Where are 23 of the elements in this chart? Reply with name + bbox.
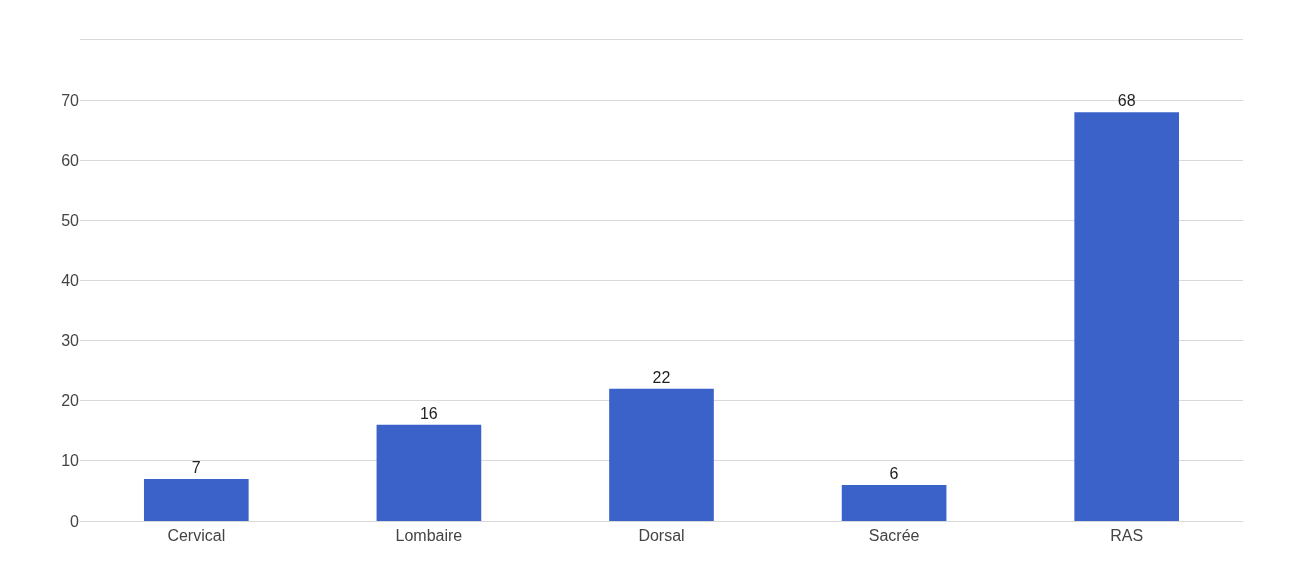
x-tick-label: Dorsal: [638, 527, 685, 545]
data-label: 22: [652, 368, 671, 386]
x-tick-label: Sacrée: [868, 527, 920, 545]
data-label: 7: [191, 458, 201, 476]
x-tick-label: Cervical: [167, 527, 226, 545]
x-tick-label: Lombaire: [395, 527, 463, 545]
data-label: 6: [889, 464, 899, 482]
bar: [143, 478, 249, 521]
bar: [1074, 112, 1180, 521]
y-tick-label: 20: [61, 392, 80, 410]
y-tick-label: 60: [61, 151, 80, 169]
y-tick-label: 70: [61, 91, 80, 109]
x-tick-label: RAS: [1110, 527, 1144, 545]
y-tick-label: 50: [61, 211, 80, 229]
bar: [841, 484, 947, 521]
y-tick-label: 30: [61, 332, 80, 350]
data-label: 68: [1117, 92, 1136, 110]
y-tick-label: 0: [70, 512, 80, 530]
bar: [609, 388, 714, 521]
data-label: 16: [419, 404, 438, 422]
y-tick-label: 40: [61, 272, 80, 290]
y-tick-label: 10: [61, 452, 80, 470]
bar: [376, 424, 482, 521]
